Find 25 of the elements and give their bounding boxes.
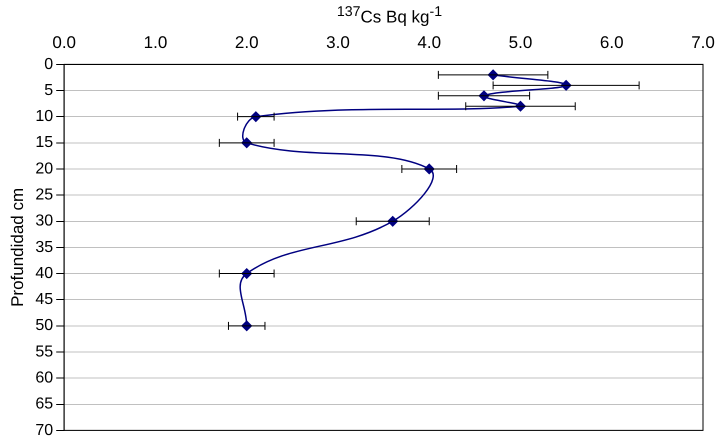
y-tick-label: 0 [44,56,54,73]
y-tick-label: 35 [35,238,54,256]
x-tick-label: 7.0 [691,32,715,52]
y-tick-label: 55 [35,343,54,360]
y-tick-label: 20 [35,160,54,178]
x-tick-label: 0.0 [52,32,76,52]
y-tick-label: 10 [35,108,54,126]
y-tick-label: 45 [35,291,54,308]
y-tick-label: 50 [35,317,54,334]
y-tick-label: 5 [44,82,54,99]
x-tick-label: 4.0 [417,32,442,52]
y-tick-label: 65 [35,396,54,413]
x-tick-label: 2.0 [234,32,259,52]
x-tick-label: 5.0 [508,32,532,52]
x-tick-label: 6.0 [600,32,624,52]
y-tick-label: 40 [35,264,54,282]
y-tick-label: 60 [35,370,54,387]
y-axis-title: Profundidad cm [8,188,27,307]
y-tick-label: 25 [35,186,54,204]
x-axis-title: $^{137}$Cs Bq kg$^{-1}$ [336,4,444,28]
x-tick-label: 3.0 [326,32,350,52]
y-tick-label: 70 [35,422,54,439]
x-tick-label: 1.0 [144,32,168,52]
y-tick-label: 15 [35,134,54,152]
y-tick-label: 30 [35,212,54,230]
